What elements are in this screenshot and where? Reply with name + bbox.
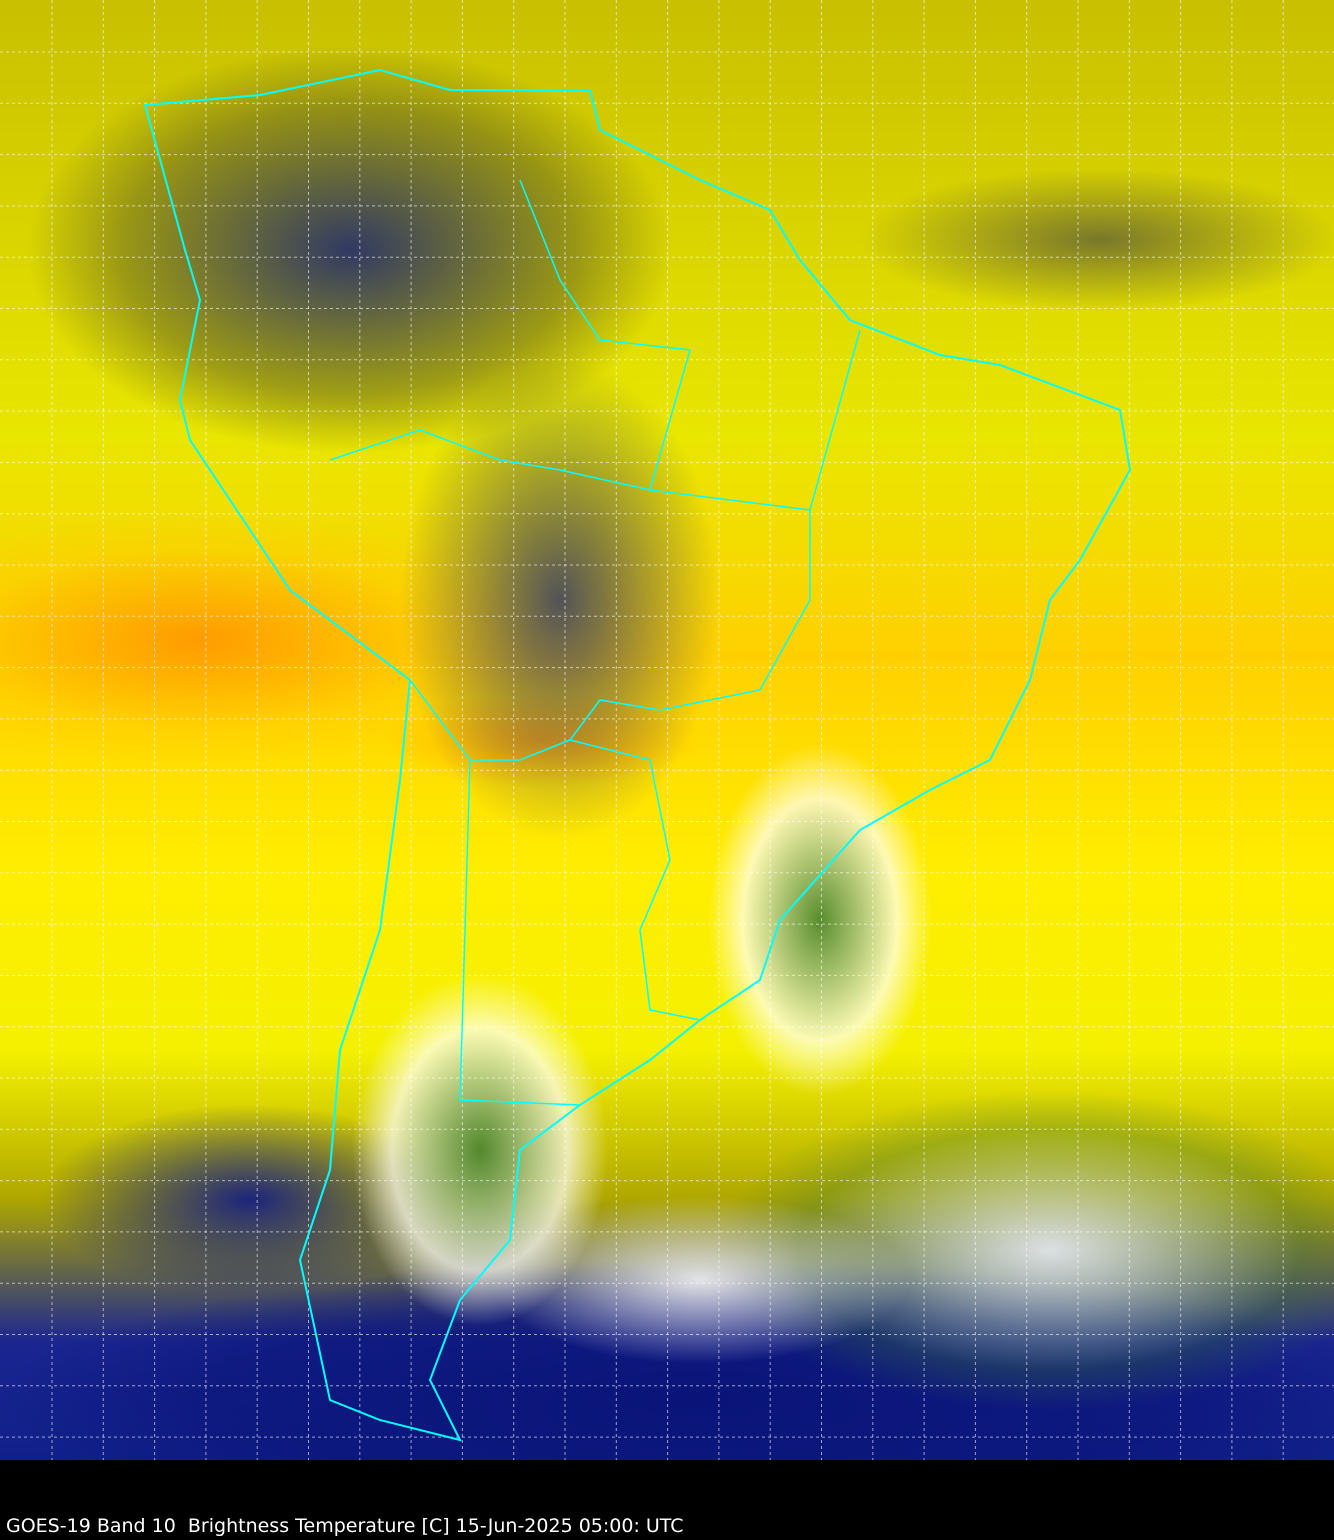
satellite-imagery: [0, 0, 1334, 1460]
lat-lon-grid: [0, 0, 1334, 1460]
south-america-coastline: [143, 68, 1132, 1442]
country-borders: [329, 179, 861, 1106]
map-overlay: [0, 0, 1334, 1460]
image-caption: GOES-19 Band 10 Brightness Temperature […: [6, 1515, 684, 1537]
